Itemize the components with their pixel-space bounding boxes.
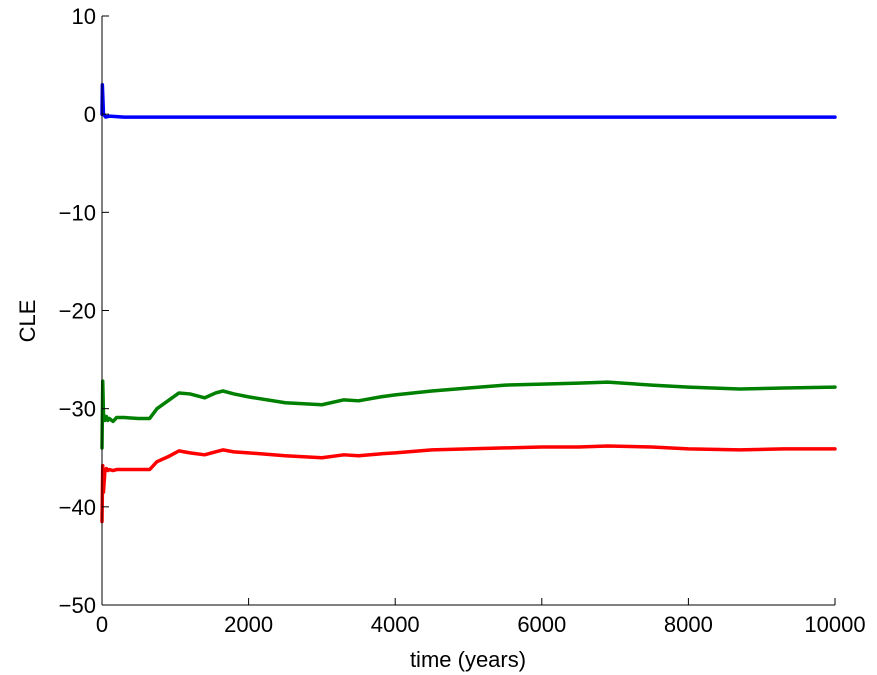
y-tick-label: −40 [59, 495, 96, 520]
x-tick-label: 6000 [517, 612, 566, 637]
y-tick-label: 0 [84, 102, 96, 127]
y-tick-label: −50 [59, 593, 96, 618]
y-tick-label: −10 [59, 200, 96, 225]
x-tick-label: 8000 [664, 612, 713, 637]
series-layer [100, 82, 837, 524]
series-line-3 [100, 444, 837, 524]
series-line-1 [100, 82, 837, 119]
x-axis-title: time (years) [410, 647, 526, 672]
axes-layer [101, 16, 835, 606]
x-tick-label: 2000 [224, 612, 273, 637]
y-axis-title: CLE [15, 300, 40, 343]
y-tick-label: −30 [59, 397, 96, 422]
series-line-2 [100, 379, 837, 450]
x-tick-label: 10000 [804, 612, 865, 637]
x-tick-label: 4000 [371, 612, 420, 637]
y-tick-label: −20 [59, 299, 96, 324]
x-tick-label: 0 [96, 612, 108, 637]
y-tick-label: 10 [72, 4, 96, 29]
ticks-layer: 0 2000 4000 6000 8000 10000 −50 −40 −30 −20 −10 0 10 [59, 4, 866, 637]
